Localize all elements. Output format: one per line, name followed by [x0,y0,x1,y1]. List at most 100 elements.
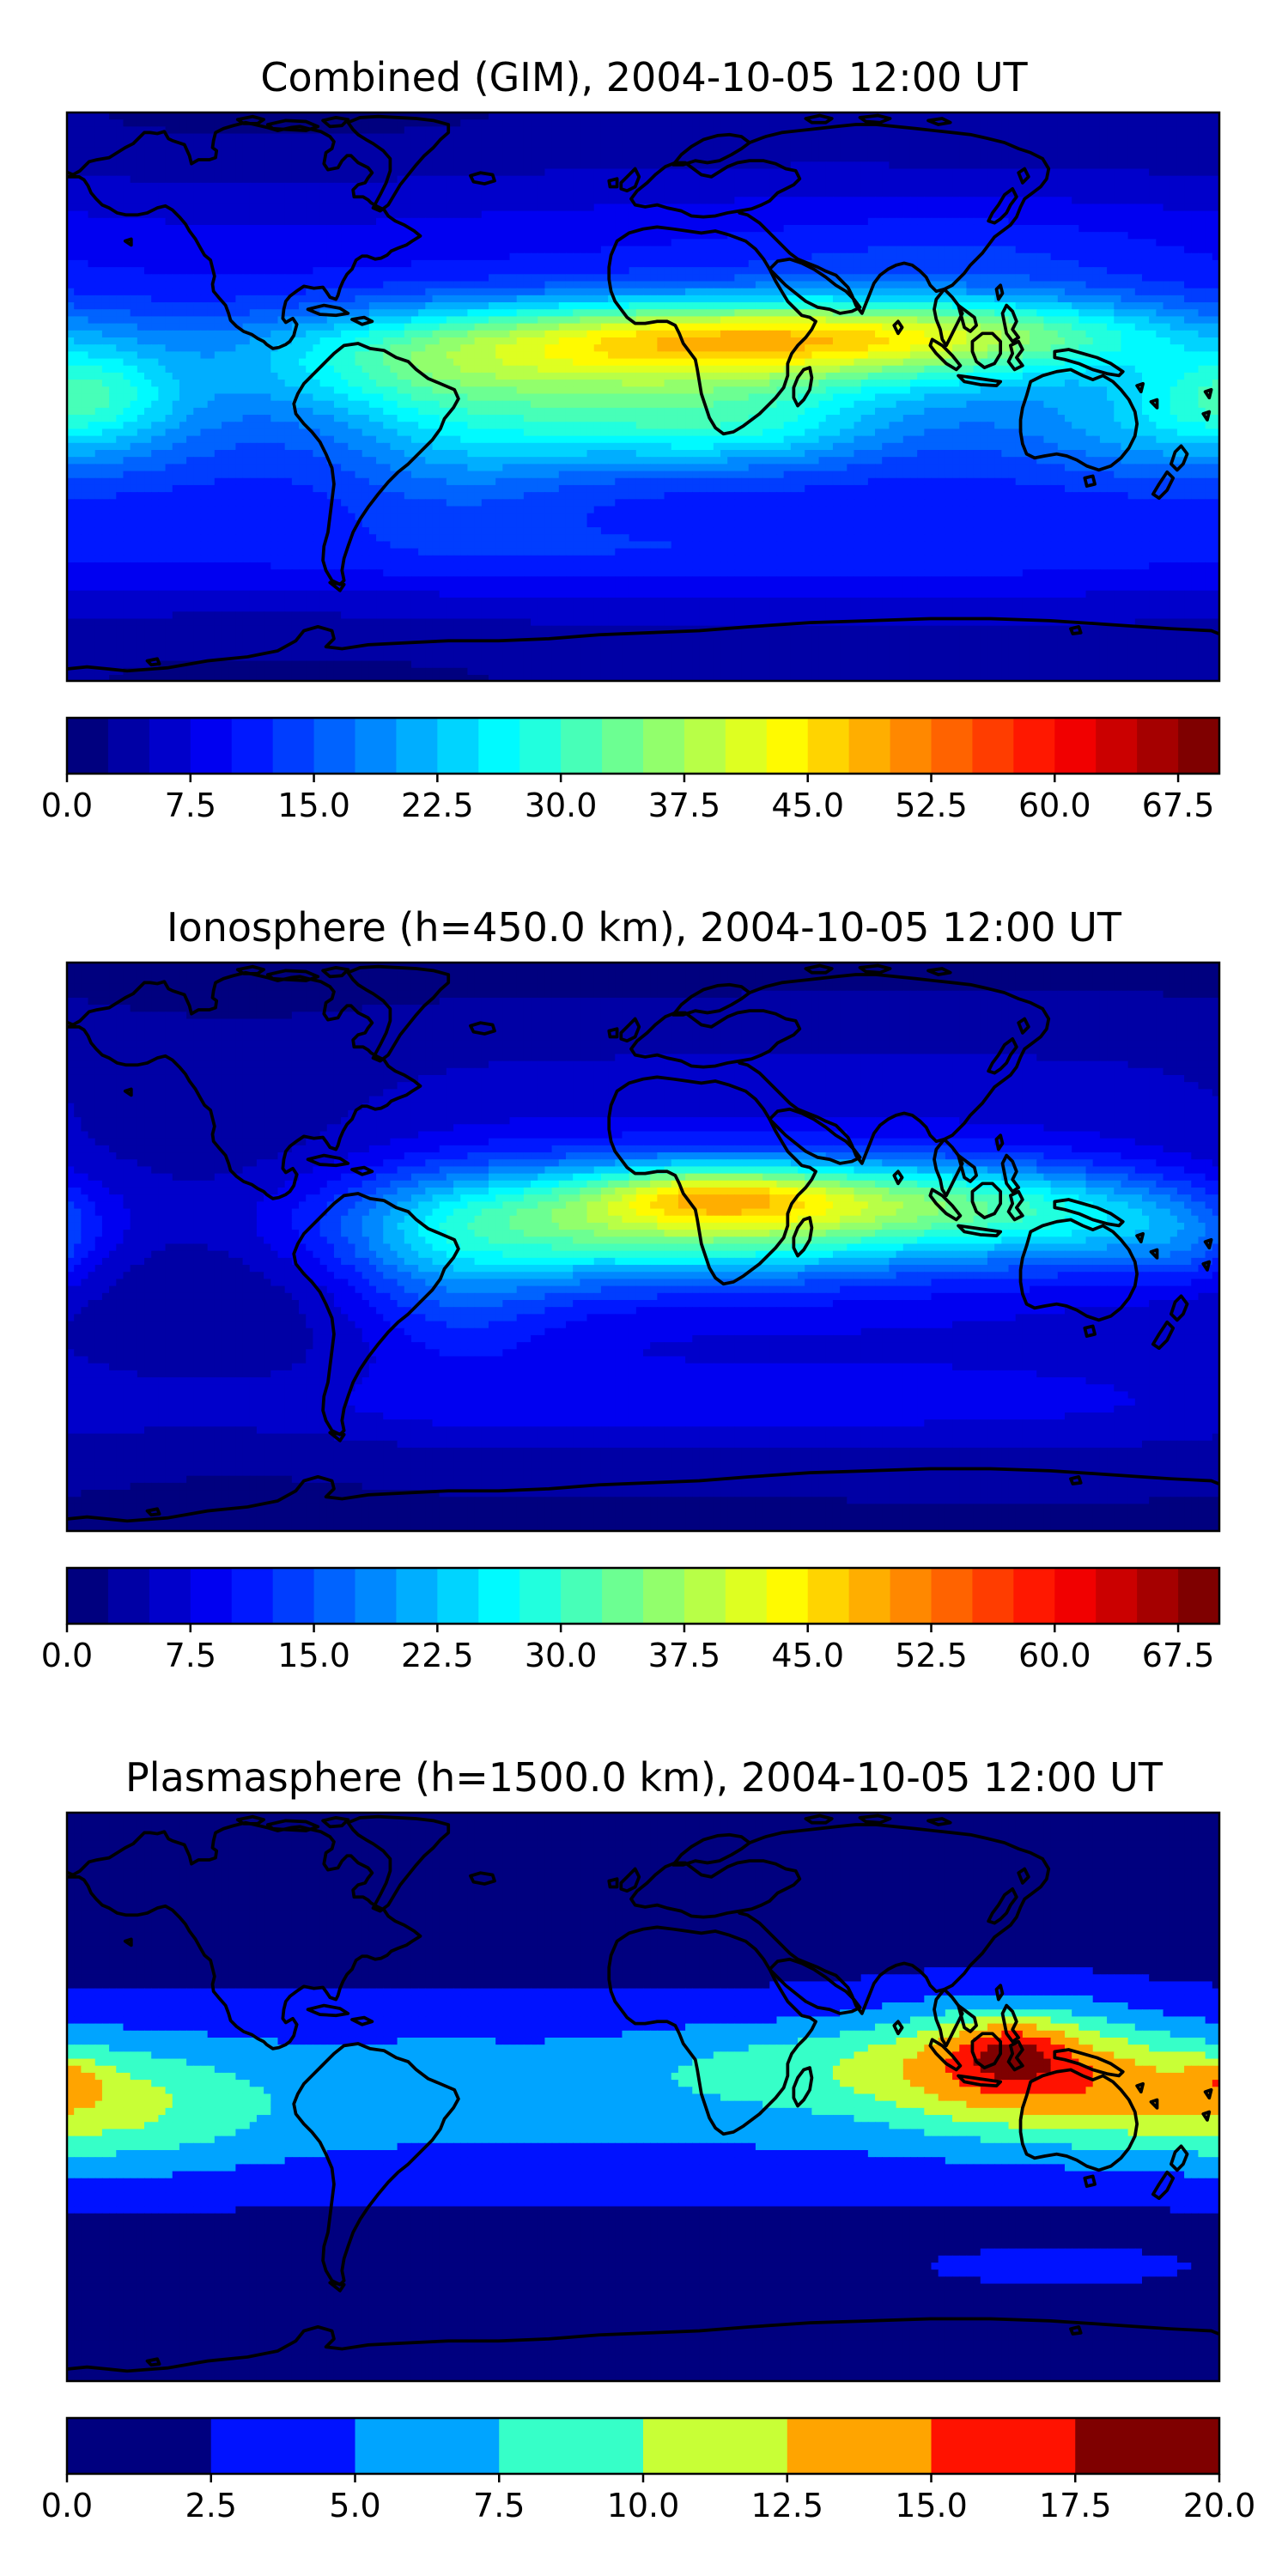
field-cell [762,126,770,135]
field-cell [1030,197,1037,205]
field-cell [299,295,307,303]
field-cell [544,246,553,254]
field-cell [909,168,918,177]
field-cell [235,182,244,191]
field-cell [769,175,778,184]
field-cell [1057,267,1066,276]
field-cell [467,316,476,325]
field-cell [980,175,988,184]
field-cell [713,252,721,261]
field-cell [860,224,869,233]
field-cell [109,133,117,142]
field-cell [460,267,469,276]
field-cell [1022,126,1030,135]
field-cell [1134,190,1143,197]
field-cell [495,147,504,155]
field-cell [825,281,834,289]
field-cell [615,126,623,135]
field-cell [952,210,960,219]
field-cell [256,316,264,325]
field-cell [720,309,728,318]
field-cell [291,295,300,303]
field-cell [313,168,321,177]
field-cell [186,210,194,219]
field-cell [664,112,672,120]
field-cell [74,190,82,197]
field-cell [840,190,848,197]
field-cell [67,119,75,128]
field-cell [706,295,714,303]
field-cell [1036,224,1045,233]
field-cell [1030,239,1037,247]
field-cell [368,232,377,240]
field-cell [481,197,489,205]
field-cell [193,182,202,191]
field-cell [615,295,623,303]
field-cell [1008,147,1017,155]
field-cell [840,155,848,163]
field-cell [1163,197,1171,205]
field-cell [882,190,890,197]
field-cell [1008,119,1017,128]
field-cell [291,204,300,212]
field-cell [832,316,841,325]
field-cell [425,302,434,310]
field-cell [692,182,701,191]
field-cell [123,246,131,254]
field-cell [586,182,595,191]
field-cell [214,288,222,296]
field-cell [1030,161,1037,170]
field-cell [144,168,152,177]
field-cell [390,210,398,219]
field-cell [137,197,145,205]
field-cell [896,302,904,310]
field-cell [1156,119,1164,128]
field-cell [952,204,960,212]
field-cell [706,252,714,261]
field-cell [235,126,244,135]
field-cell [74,175,82,184]
field-cell [488,112,496,120]
field-cell [938,316,946,325]
field-cell [1085,161,1094,170]
field-cell [123,204,131,212]
field-cell [172,323,180,331]
field-cell [1043,252,1052,261]
field-cell [313,232,321,240]
field-cell [622,267,630,276]
field-cell [1141,140,1150,149]
field-cell [200,168,209,177]
field-cell [748,182,756,191]
field-cell [544,168,553,177]
field-cell [966,182,975,191]
field-cell [909,217,918,226]
field-cell [1212,133,1219,142]
field-cell [762,302,770,310]
field-cell [488,252,496,261]
field-cell [538,155,546,163]
field-cell [333,126,342,135]
field-cell [973,217,981,226]
field-cell [1099,182,1108,191]
field-cell [397,295,405,303]
field-cell [734,175,743,184]
field-cell [404,197,412,205]
field-cell [882,252,890,261]
field-cell [811,190,820,197]
field-cell [390,224,398,233]
field-cell [882,133,890,142]
field-cell [798,168,805,177]
field-cell [179,175,187,184]
field-cell [875,232,883,240]
field-cell [1127,119,1136,128]
field-cell [1205,267,1213,276]
field-cell [565,161,574,170]
field-cell [643,182,651,191]
field-cell [264,246,272,254]
field-cell [825,133,834,142]
field-cell [1022,204,1030,212]
field-cell [1149,210,1157,219]
field-cell [313,182,321,191]
field-cell [1134,267,1143,276]
field-cell [214,316,222,325]
